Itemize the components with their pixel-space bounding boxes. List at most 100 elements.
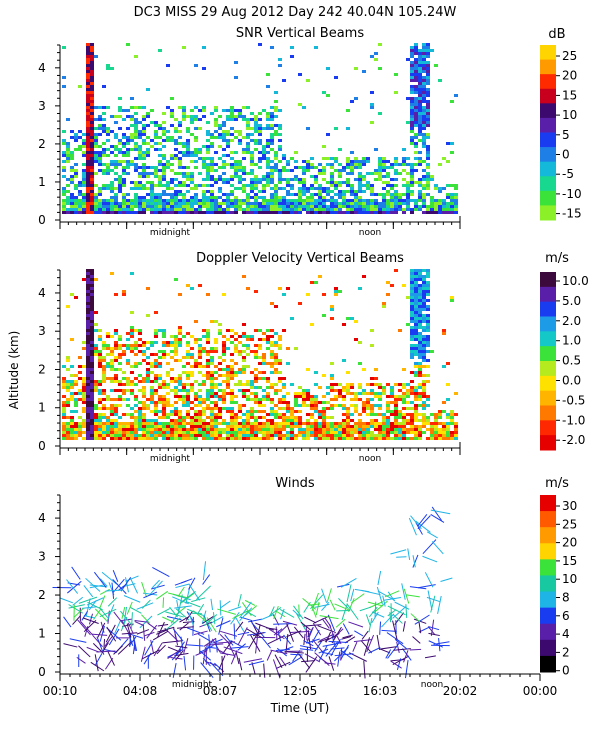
colorbar-swatch <box>540 286 556 303</box>
colorbar-swatch <box>540 495 556 512</box>
colorbar-label: -2.0 <box>562 433 585 447</box>
colorbar-swatch <box>540 45 556 61</box>
colorbar-swatch <box>540 147 556 163</box>
colorbar-swatch <box>540 301 556 317</box>
colorbar-swatch <box>540 132 556 148</box>
colorbar-swatch <box>540 559 556 576</box>
field-cells <box>62 43 458 214</box>
colorbar-label: 0 <box>562 664 570 678</box>
y-tick-label: 1 <box>38 175 46 189</box>
x-tick-label: 12:05 <box>283 684 318 698</box>
winds-panel-title: Winds <box>275 476 315 491</box>
winds-plot-area: 0 1 2 3 4 00:10 04:08 08:07 12:05 16:03 20:02 00:00… <box>38 494 558 698</box>
time-marker-label: noon <box>359 228 381 238</box>
colorbar-label: 5.0 <box>562 294 581 308</box>
colorbar-label: 10 <box>562 572 577 586</box>
colorbar-label: 25 <box>562 49 577 63</box>
x-tick-label: 00:00 <box>523 684 558 698</box>
x-tick-label: 08:07 <box>203 684 238 698</box>
colorbar-swatch <box>540 103 556 119</box>
colorbar-label: 20 <box>562 536 577 550</box>
snr-panel-title: SNR Vertical Beams <box>236 26 364 41</box>
figure-title: DC3 MISS 29 Aug 2012 Day 242 40.04N 105.… <box>134 5 457 20</box>
colorbar-label: -0.5 <box>562 393 585 407</box>
colorbar-swatch <box>540 316 556 332</box>
time-marker-label: noon <box>421 680 443 690</box>
doppler-colorbar: 10.0 5.0 2.0 1.0 0.5 0.0 -0.5 -1.0 -2.0 <box>540 272 589 451</box>
colorbar-label: 0.0 <box>562 374 581 388</box>
colorbar-swatch <box>540 272 556 288</box>
y-tick-label: 1 <box>38 627 46 641</box>
colorbar-label: 2.0 <box>562 314 581 328</box>
y-tick-label: 3 <box>38 99 46 113</box>
axes: 0 1 2 3 4 00:10 04:08 08:07 12:05 16:03 20:02 00:00… <box>38 494 558 698</box>
axes: 0 1 2 3 4 midnight noon <box>38 44 461 238</box>
colorbar-label: 2 <box>562 645 570 659</box>
y-tick-label: 0 <box>38 439 46 453</box>
colorbar-swatch <box>540 361 556 377</box>
snr-plot-area: 0 1 2 3 4 midnight noon <box>38 43 461 238</box>
winds-colorbar-unit: m/s <box>545 476 569 491</box>
colorbar-swatch <box>540 639 556 657</box>
colorbar-label: -1.0 <box>562 413 585 427</box>
y-tick-label: 3 <box>38 550 46 564</box>
colorbar-label: 1.0 <box>562 334 581 348</box>
colorbar-swatch <box>540 74 556 90</box>
colorbar-swatch <box>540 88 556 104</box>
y-tick-label: 3 <box>38 324 46 338</box>
y-tick-label: 0 <box>38 213 46 227</box>
colorbar-swatch <box>540 511 556 528</box>
colorbar-label: 0.5 <box>562 354 581 368</box>
colorbar-swatch <box>540 331 556 347</box>
colorbar-swatch <box>540 59 556 75</box>
colorbar-label: 6 <box>562 609 570 623</box>
time-marker-label: midnight <box>150 454 191 464</box>
colorbar-swatch <box>540 405 556 421</box>
axes: 0 1 2 3 4 midnight noon <box>38 269 461 464</box>
colorbar-label: 10 <box>562 108 577 122</box>
altitude-axis-label: Altitude (km) <box>7 331 21 410</box>
colorbar-swatch <box>540 176 556 192</box>
y-tick-label: 4 <box>38 286 46 300</box>
doppler-panel: Doppler Velocity Vertical Beams Altitude… <box>7 251 589 464</box>
colorbar-swatch <box>540 390 556 406</box>
colorbar-label: -10 <box>562 187 582 201</box>
y-tick-label: 4 <box>38 61 46 75</box>
doppler-panel-title: Doppler Velocity Vertical Beams <box>196 251 404 266</box>
snr-colorbar: 25 20 15 10 5 0 -5 -10 -15 <box>540 45 582 221</box>
wind-barbs <box>52 506 453 679</box>
colorbar-label: 20 <box>562 69 577 83</box>
colorbar-label: 15 <box>562 554 577 568</box>
y-tick-label: 1 <box>38 401 46 415</box>
colorbar-swatch <box>540 420 556 436</box>
time-marker-label: noon <box>359 454 381 464</box>
doppler-colorbar-unit: m/s <box>545 251 569 266</box>
x-tick-label: 16:03 <box>363 684 398 698</box>
colorbar-label: 25 <box>562 517 577 531</box>
time-marker-label: midnight <box>172 680 213 690</box>
colorbar-swatch <box>540 190 556 206</box>
colorbar-label: 15 <box>562 88 577 102</box>
colorbar-swatch <box>540 205 556 221</box>
time-axis-label: Time (UT) <box>270 701 330 715</box>
colorbar-swatch <box>540 435 556 451</box>
y-tick-label: 4 <box>38 511 46 525</box>
colorbar-label: 10.0 <box>562 274 589 288</box>
colorbar-swatch <box>540 607 556 625</box>
colorbar-swatch <box>540 161 556 177</box>
colorbar-label: 4 <box>562 627 570 641</box>
colorbar-label: 0 <box>562 148 570 162</box>
snr-colorbar-unit: dB <box>548 27 565 42</box>
x-tick-label: 20:02 <box>443 684 478 698</box>
colorbar-label: 8 <box>562 591 570 605</box>
colorbar-label: -15 <box>562 207 582 221</box>
colorbar-swatch <box>540 591 556 609</box>
colorbar-swatch <box>540 527 556 544</box>
colorbar-swatch <box>540 117 556 133</box>
y-tick-label: 2 <box>38 588 46 602</box>
x-tick-label: 00:10 <box>43 684 78 698</box>
colorbar-label: -5 <box>562 167 574 181</box>
